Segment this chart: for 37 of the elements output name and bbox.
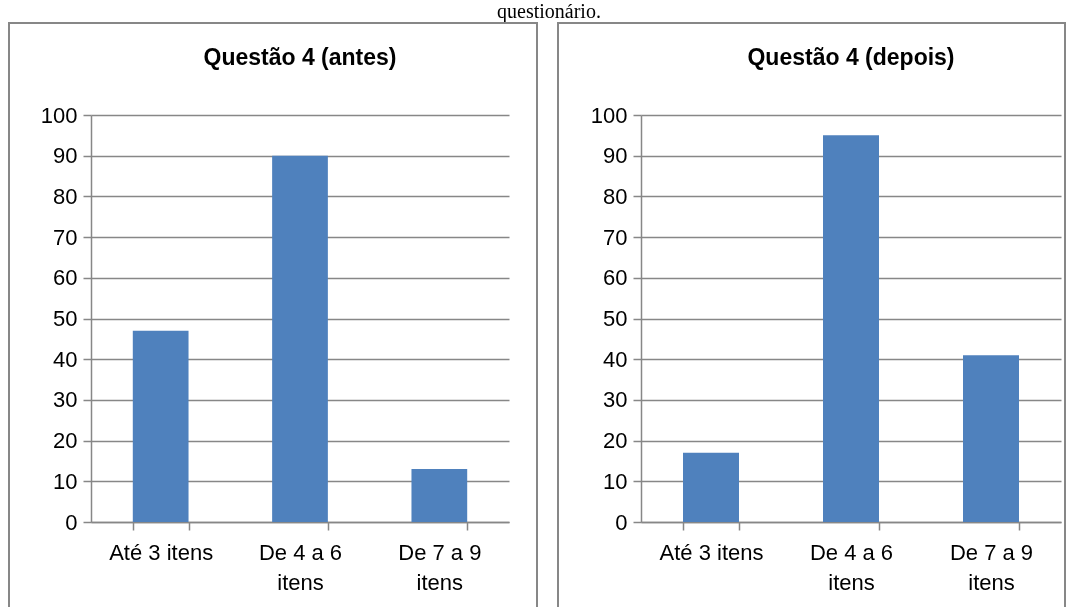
y-tick-label: 100	[40, 102, 78, 128]
y-tick-label: 40	[53, 346, 78, 372]
y-tick-label: 30	[603, 387, 628, 413]
chart-title: Questão 4 (depois)	[747, 44, 955, 70]
y-tick-label: 50	[603, 306, 628, 331]
x-tick-label: De 7 a 9 itens	[398, 539, 482, 595]
y-tick-label: 50	[53, 306, 78, 331]
y-tick-label: 30	[53, 387, 78, 413]
bar	[411, 469, 468, 522]
y-tick-label: 70	[53, 224, 78, 250]
y-tick-label: 20	[53, 428, 78, 454]
x-tick-label: De 4 a 6 itens	[809, 539, 894, 595]
y-tick-label: 60	[603, 265, 628, 291]
y-tick-label: 60	[53, 265, 78, 291]
y-tick-label: 10	[603, 468, 628, 494]
bar	[683, 452, 739, 522]
y-tick-label: 10	[53, 468, 78, 494]
y-tick-label: 70	[603, 224, 628, 250]
bar	[132, 330, 189, 522]
x-tick-label: De 7 a 9 itens	[949, 539, 1034, 595]
y-tick-label: 0	[615, 509, 628, 535]
x-tick-label: Até 3 itens	[659, 539, 764, 565]
text: questionário.	[496, 0, 602, 22]
y-tick-label: 90	[603, 143, 628, 169]
y-tick-label: 20	[603, 428, 628, 454]
x-tick-label: De 4 a 6 itens	[258, 539, 343, 595]
y-tick-label: 0	[65, 509, 78, 535]
bar	[823, 135, 879, 522]
x-tick-label: Até 3 itens	[109, 539, 214, 565]
y-tick-label: 80	[53, 183, 78, 209]
y-tick-label: 90	[53, 143, 78, 169]
chart-title: Questão 4 (antes)	[203, 44, 397, 70]
bar	[963, 355, 1019, 522]
bar	[272, 155, 328, 522]
y-tick-label: 80	[603, 183, 628, 209]
y-tick-label: 100	[590, 102, 628, 128]
y-tick-label: 40	[603, 346, 628, 372]
